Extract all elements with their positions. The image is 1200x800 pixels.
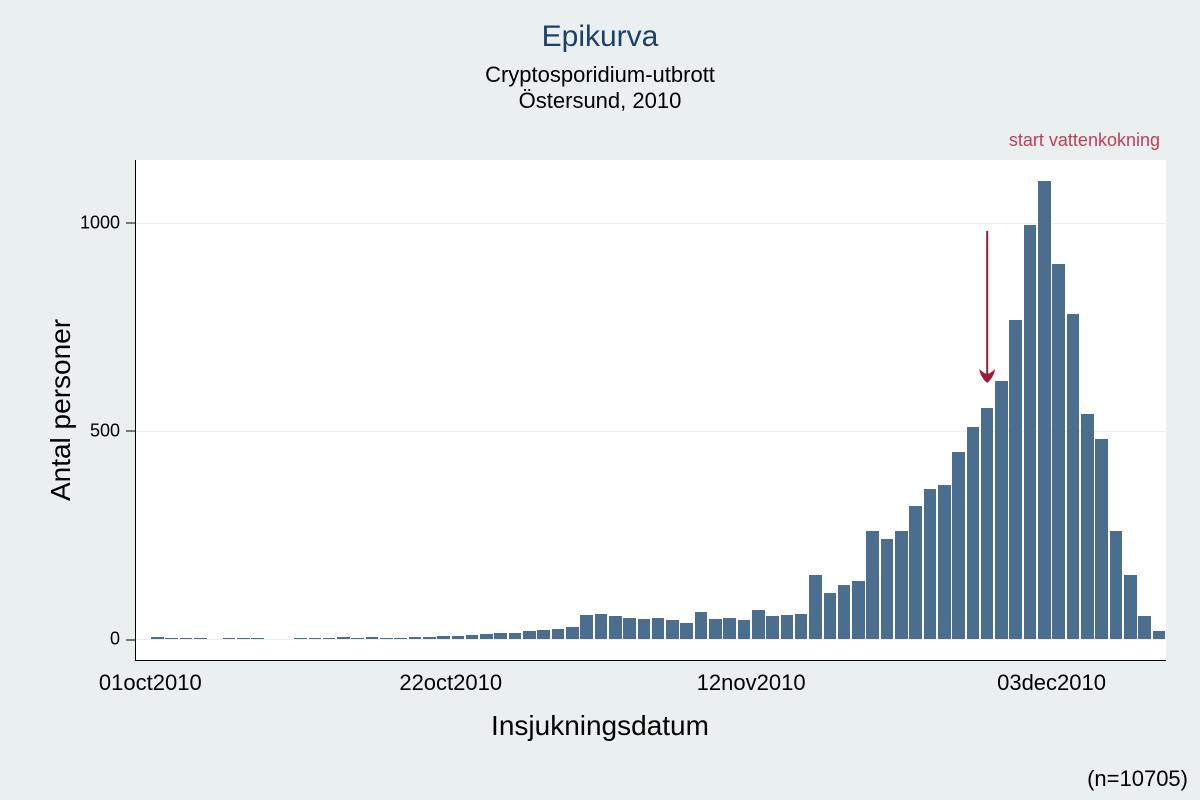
chart-titles: Epikurva Cryptosporidium-utbrott Östersu… xyxy=(0,20,1200,115)
chart-canvas: Epikurva Cryptosporidium-utbrott Östersu… xyxy=(0,0,1200,800)
subtitle-line2: Östersund, 2010 xyxy=(519,88,682,113)
x-tick-label: 03dec2010 xyxy=(997,660,1106,696)
x-tick-label: 01oct2010 xyxy=(99,660,202,696)
x-tick-label: 22oct2010 xyxy=(399,660,502,696)
x-tick-label: 12nov2010 xyxy=(697,660,806,696)
chart-subtitle: Cryptosporidium-utbrott Östersund, 2010 xyxy=(0,62,1200,115)
y-tick-label: 0 xyxy=(110,629,136,650)
plot-area: 0500100001oct201022oct201012nov201003dec… xyxy=(135,160,1166,661)
annotation-arrow xyxy=(136,160,1166,660)
sample-size-note: (n=10705) xyxy=(1087,766,1188,792)
chart-title: Epikurva xyxy=(0,20,1200,54)
annotation-label: start vattenkokning xyxy=(1009,130,1160,151)
subtitle-line1: Cryptosporidium-utbrott xyxy=(485,62,715,87)
x-axis-label: Insjukningsdatum xyxy=(0,710,1200,742)
y-axis-label: Antal personer xyxy=(45,319,77,501)
y-tick-label: 500 xyxy=(90,420,136,441)
y-tick-label: 1000 xyxy=(80,212,136,233)
